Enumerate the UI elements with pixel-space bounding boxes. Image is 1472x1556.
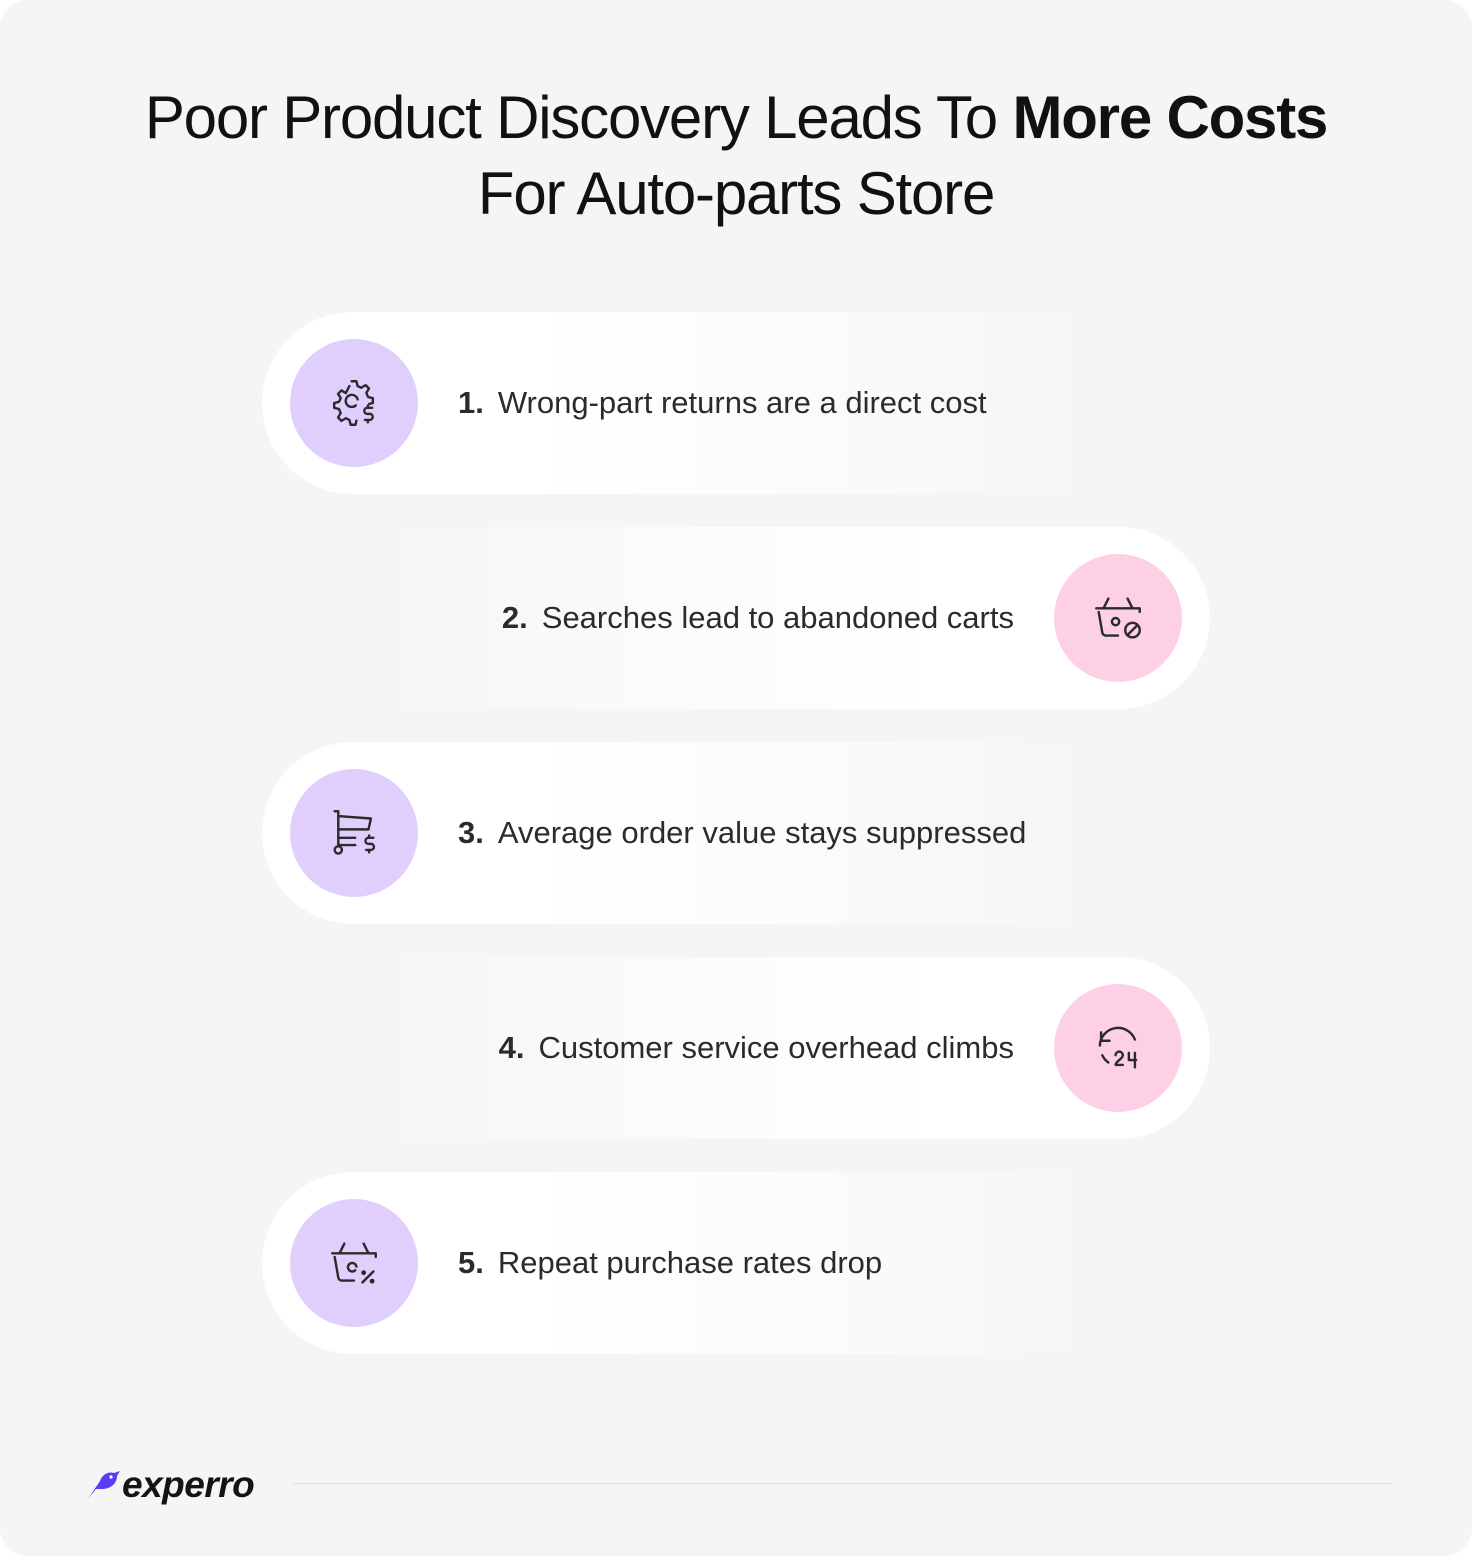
- icon-circle-3: [290, 769, 418, 897]
- title-highlight: More Costs: [1012, 84, 1328, 151]
- icon-circle-1: [290, 339, 418, 467]
- item-label: Searches lead to abandoned carts: [541, 600, 1014, 635]
- list-item-3: 3. Average order value stays suppressed: [262, 742, 1210, 924]
- icon-circle-2: [1054, 554, 1182, 682]
- item-label: Repeat purchase rates drop: [497, 1245, 883, 1280]
- gear-dollar-icon: [332, 380, 375, 426]
- page-title: Poor Product Discovery Leads To More Cos…: [0, 80, 1472, 232]
- item-label: Wrong-part returns are a direct cost: [497, 385, 987, 420]
- icon-circle-5: [290, 1199, 418, 1327]
- brand-name: experro: [122, 1464, 255, 1505]
- list-item-4: 4. Customer service overhead climbs: [262, 957, 1210, 1139]
- item-label: Average order value stays suppressed: [497, 815, 1027, 850]
- brand-logo: experro: [86, 1462, 255, 1508]
- basket-cancel-icon: [1095, 597, 1141, 639]
- footer-divider: [292, 1483, 1392, 1484]
- item-number: 5.: [458, 1245, 484, 1280]
- item-text-2: 2. Searches lead to abandoned carts: [502, 527, 1014, 709]
- title-line-2: For Auto-parts Store: [477, 160, 995, 227]
- item-text-1: 1. Wrong-part returns are a direct cost: [458, 312, 987, 494]
- item-text-5: 5. Repeat purchase rates drop: [458, 1172, 882, 1354]
- item-text-4: 4. Customer service overhead climbs: [499, 957, 1014, 1139]
- bird-logo-icon: [88, 1471, 120, 1499]
- title-regular: Poor Product Discovery Leads To: [144, 84, 1013, 151]
- support-24-icon: [1098, 1026, 1138, 1069]
- item-number: 4.: [498, 1030, 525, 1065]
- list-item-1: 1. Wrong-part returns are a direct cost: [262, 312, 1210, 494]
- item-number: 3.: [458, 815, 484, 850]
- item-number: 2.: [501, 600, 528, 635]
- icon-circle-4: [1054, 984, 1182, 1112]
- item-number: 1.: [458, 385, 484, 420]
- item-text-3: 3. Average order value stays suppressed: [458, 742, 1026, 924]
- list-item-2: 2. Searches lead to abandoned carts: [262, 527, 1210, 709]
- title-line-1: Poor Product Discovery Leads To More Cos…: [0, 80, 1472, 156]
- basket-discount-icon: [331, 1242, 377, 1284]
- list-item-5: 5. Repeat purchase rates drop: [262, 1172, 1210, 1354]
- cart-dollar-icon: [333, 810, 376, 855]
- item-label: Customer service overhead climbs: [538, 1030, 1014, 1065]
